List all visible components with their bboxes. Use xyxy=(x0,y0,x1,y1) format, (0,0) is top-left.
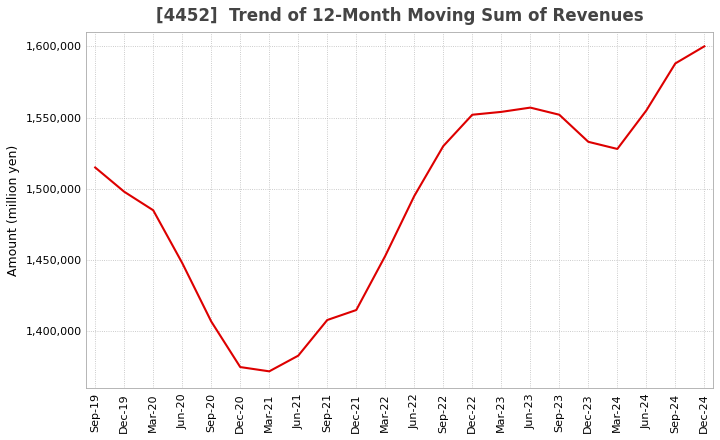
Title: [4452]  Trend of 12-Month Moving Sum of Revenues: [4452] Trend of 12-Month Moving Sum of R… xyxy=(156,7,644,25)
Y-axis label: Amount (million yen): Amount (million yen) xyxy=(7,145,20,276)
